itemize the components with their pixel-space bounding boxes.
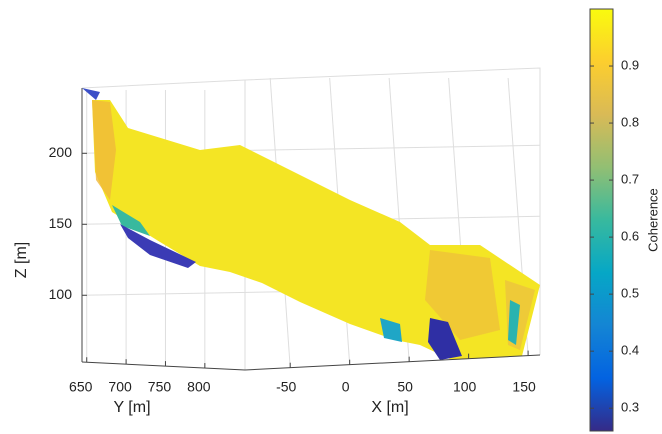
y-axis-label: Y [m] — [113, 399, 150, 416]
colorbar-tick-label: 0.4 — [621, 343, 639, 358]
y-axis — [81, 361, 246, 371]
colorbar-tick-label: 0.3 — [621, 400, 639, 415]
colorbar-tick-label: 0.7 — [621, 172, 639, 187]
z-tick-label: 200 — [49, 144, 73, 160]
colorbar-label: Coherence — [645, 188, 660, 252]
x-tick-label: 150 — [512, 379, 536, 395]
x-tick-label: 0 — [342, 379, 350, 395]
z-axis-label: Z [m] — [13, 242, 30, 278]
z-tick-label: 100 — [49, 286, 73, 302]
x-axis-label: X [m] — [371, 399, 408, 416]
y-tick-label: 750 — [148, 379, 172, 395]
z-tick-label: 150 — [49, 215, 73, 231]
y-tick-label: 650 — [69, 379, 93, 395]
cloud-blue — [120, 224, 196, 268]
x-axis — [244, 354, 541, 371]
cloud-green — [112, 205, 150, 236]
x-tick-label: 50 — [397, 379, 413, 395]
colorbar-tick-label: 0.6 — [621, 229, 639, 244]
x-tick-label: 100 — [453, 379, 477, 395]
colorbar-tick-label: 0.8 — [621, 114, 639, 129]
box-edge — [81, 67, 541, 355]
cloud-teal — [380, 318, 402, 342]
colorbar — [589, 8, 614, 432]
point-cloud — [82, 88, 540, 360]
colorbar-tick-label: 0.5 — [621, 286, 639, 301]
cloud-teal — [508, 300, 520, 345]
x-tick-label: -50 — [276, 379, 296, 395]
y-tick-label: 700 — [108, 379, 132, 395]
y-tick-label: 800 — [187, 379, 211, 395]
cloud-orange — [92, 100, 116, 200]
cloud-orange — [425, 250, 500, 340]
cloud-blue — [428, 318, 462, 360]
cloud-blue — [82, 88, 100, 100]
colorbar-tick-label: 0.9 — [621, 57, 639, 72]
